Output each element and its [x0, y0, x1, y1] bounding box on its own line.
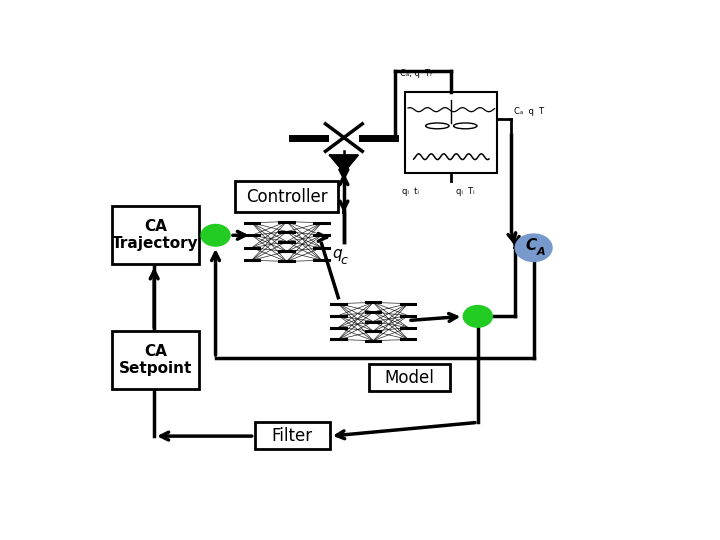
Text: Filter: Filter — [271, 427, 312, 445]
Bar — [405, 92, 498, 173]
Text: Cₐ, q  Tᵣ: Cₐ, q Tᵣ — [400, 69, 432, 78]
Text: CA
Trajectory: CA Trajectory — [112, 219, 199, 252]
Text: Model: Model — [384, 369, 434, 387]
Bar — [369, 364, 450, 391]
Bar — [255, 422, 330, 449]
Text: Controller: Controller — [246, 188, 328, 206]
Text: Cₐ  q  T: Cₐ q T — [514, 107, 544, 117]
Polygon shape — [330, 155, 358, 172]
Text: qᵢ  tᵢ: qᵢ tᵢ — [402, 187, 419, 195]
Bar — [112, 206, 199, 265]
Bar — [235, 181, 338, 212]
Text: c: c — [341, 254, 348, 267]
Text: qᵢ  Tᵢ: qᵢ Tᵢ — [456, 187, 474, 195]
Circle shape — [463, 306, 492, 327]
Text: A: A — [537, 247, 546, 257]
Text: CA
Setpoint: CA Setpoint — [119, 344, 192, 376]
Bar — [112, 331, 199, 389]
Text: q: q — [332, 246, 342, 261]
Circle shape — [516, 234, 552, 261]
Text: C: C — [526, 238, 537, 253]
Circle shape — [201, 225, 230, 246]
